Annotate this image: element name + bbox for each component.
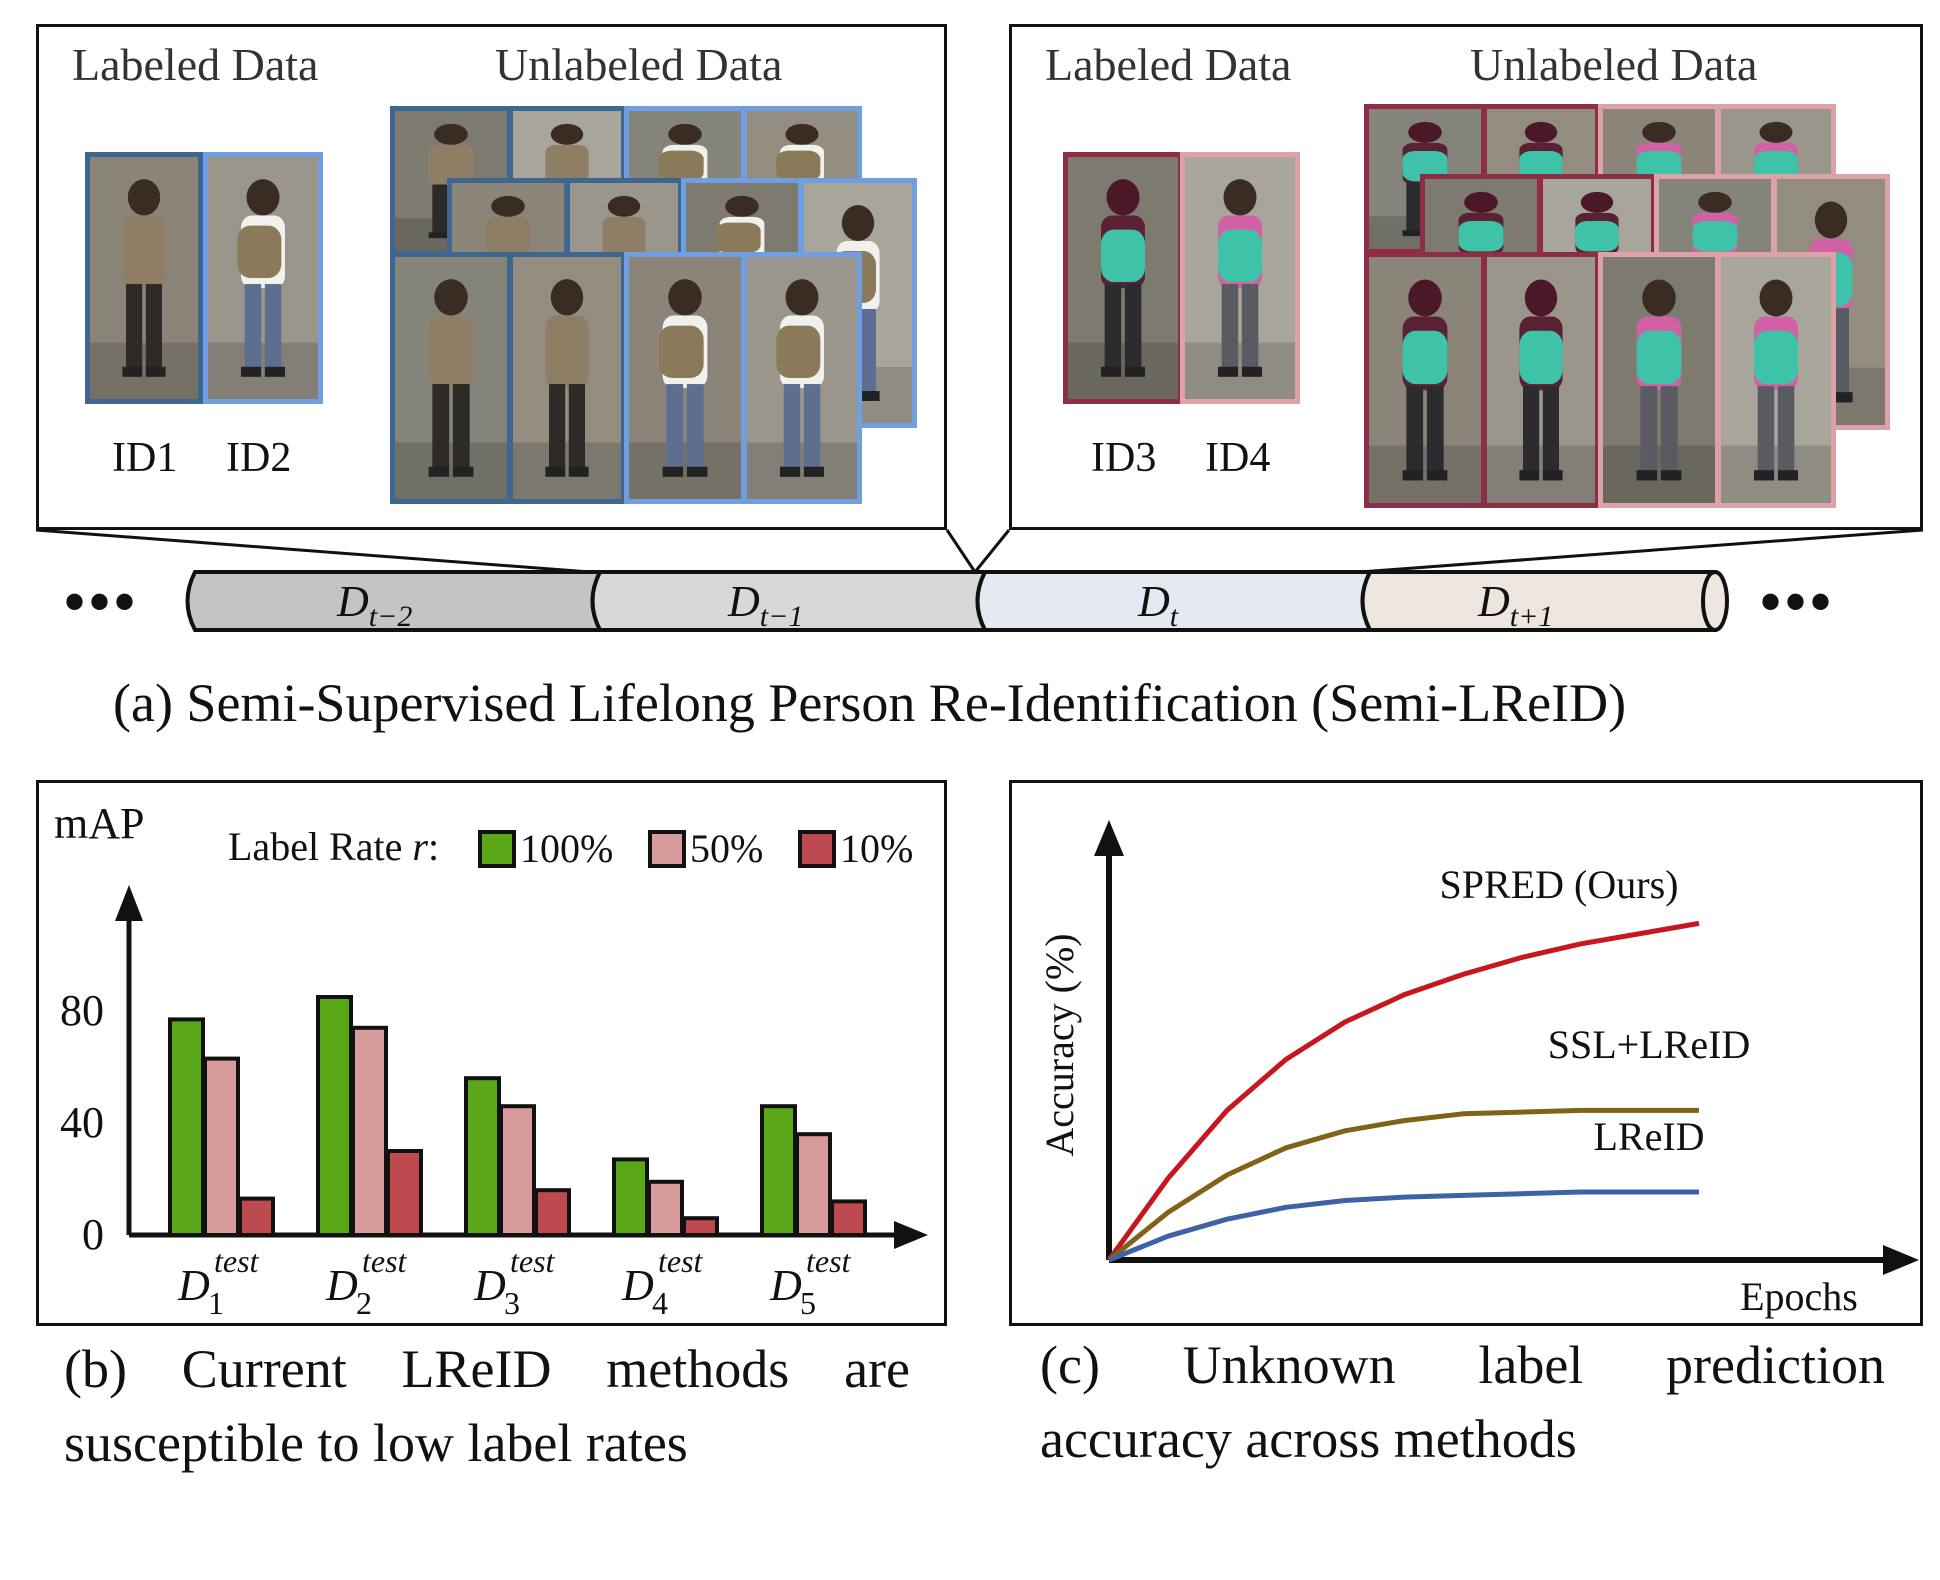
caption-b-line1: (b) Current LReID methods are xyxy=(64,1338,910,1400)
x-tick-sup-2: test xyxy=(362,1243,408,1279)
x-tick-label-5: D xyxy=(769,1261,802,1310)
bar-10pct-5 xyxy=(832,1201,865,1235)
bar-10pct-2 xyxy=(388,1151,421,1235)
x-tick-label-3: D xyxy=(473,1261,506,1310)
legend-title: Label Rate r: xyxy=(228,824,439,869)
legend-swatch-100pct xyxy=(480,832,514,866)
x-tick-sup-5: test xyxy=(806,1243,852,1279)
bar-100pct-4 xyxy=(614,1159,647,1235)
caption-b-word-1: (b) xyxy=(64,1338,127,1400)
legend-swatch-50pct xyxy=(650,832,684,866)
connector-right-outer xyxy=(1360,530,1923,572)
legend-label-100pct: 100% xyxy=(520,826,613,871)
x-tick-label-4: D xyxy=(621,1261,654,1310)
y-axis-arrow xyxy=(1094,820,1124,856)
x-axis-arrow xyxy=(1883,1245,1919,1275)
x-tick-label-2: D xyxy=(325,1261,358,1310)
caption-c-line2: accuracy across methods xyxy=(1040,1408,1577,1470)
series-line-3 xyxy=(1109,1192,1699,1260)
bar-50pct-3 xyxy=(501,1106,534,1235)
caption-c-word-2: Unknown xyxy=(1183,1334,1396,1396)
connector-left-inner xyxy=(947,530,975,572)
x-tick-sup-4: test xyxy=(658,1243,704,1279)
timeline-svg: Dt−2 Dt−1 Dt Dt+1 xyxy=(0,0,1940,680)
bar-50pct-1 xyxy=(205,1059,238,1235)
legend-label-50pct: 50% xyxy=(690,826,763,871)
bar-100pct-1 xyxy=(170,1019,203,1235)
bar-50pct-5 xyxy=(797,1134,830,1235)
caption-c-word-3: label xyxy=(1478,1334,1583,1396)
x-tick-label-1: D xyxy=(177,1261,210,1310)
bar-100pct-3 xyxy=(466,1078,499,1235)
ellipsis-left: ••• xyxy=(64,568,139,637)
series-label-1: SPRED (Ours) xyxy=(1440,862,1679,907)
caption-b-word-5: are xyxy=(844,1338,910,1400)
legend-swatch-10pct xyxy=(800,832,834,866)
series-label-2: SSL+LReID xyxy=(1548,1022,1751,1067)
x-tick-sub-1: 1 xyxy=(208,1285,224,1321)
x-tick-sup-3: test xyxy=(510,1243,556,1279)
x-axis-arrow xyxy=(894,1221,928,1249)
ellipsis-right: ••• xyxy=(1760,568,1835,637)
line-chart-svg: Accuracy (%) Epochs SPRED (Ours) SSL+LReID L… xyxy=(1009,780,1923,1326)
series-line-1 xyxy=(1109,923,1699,1260)
x-tick-sup-1: test xyxy=(214,1243,260,1279)
bar-100pct-2 xyxy=(318,997,351,1235)
x-tick-sub-5: 5 xyxy=(800,1285,816,1321)
legend-label-10pct: 10% xyxy=(840,826,913,871)
y-axis-label: mAP xyxy=(54,799,144,848)
caption-c-word-1: (c) xyxy=(1040,1334,1100,1396)
caption-b-word-4: methods xyxy=(606,1338,789,1400)
x-tick-sub-2: 2 xyxy=(356,1285,372,1321)
x-axis-label: Epochs xyxy=(1740,1274,1858,1319)
bar-10pct-3 xyxy=(536,1190,569,1235)
bar-100pct-5 xyxy=(762,1106,795,1235)
y-tick-label: 40 xyxy=(60,1098,104,1147)
bar-50pct-2 xyxy=(353,1028,386,1235)
caption-b-word-2: Current xyxy=(182,1338,347,1400)
connector-right-inner xyxy=(975,530,1009,572)
x-tick-sub-4: 4 xyxy=(652,1285,668,1321)
x-tick-sub-3: 3 xyxy=(504,1285,520,1321)
caption-b-word-3: LReID xyxy=(402,1338,552,1400)
caption-b-line2: susceptible to low label rates xyxy=(64,1412,688,1474)
y-tick-label: 0 xyxy=(82,1210,104,1259)
cylinder-end-cap xyxy=(1703,572,1727,630)
bar-10pct-1 xyxy=(240,1199,273,1235)
caption-c-word-4: prediction xyxy=(1666,1334,1885,1396)
bar-50pct-4 xyxy=(649,1182,682,1235)
caption-c-line1: (c) Unknown label prediction xyxy=(1040,1334,1885,1396)
connector-left-outer xyxy=(36,530,590,572)
series-label-3: LReID xyxy=(1593,1114,1704,1159)
y-tick-label: 80 xyxy=(60,986,104,1035)
bar-10pct-4 xyxy=(684,1218,717,1235)
caption-a: (a) Semi-Supervised Lifelong Person Re-I… xyxy=(113,672,1626,734)
y-axis-label: Accuracy (%) xyxy=(1037,933,1082,1156)
y-axis-arrow xyxy=(115,885,143,921)
